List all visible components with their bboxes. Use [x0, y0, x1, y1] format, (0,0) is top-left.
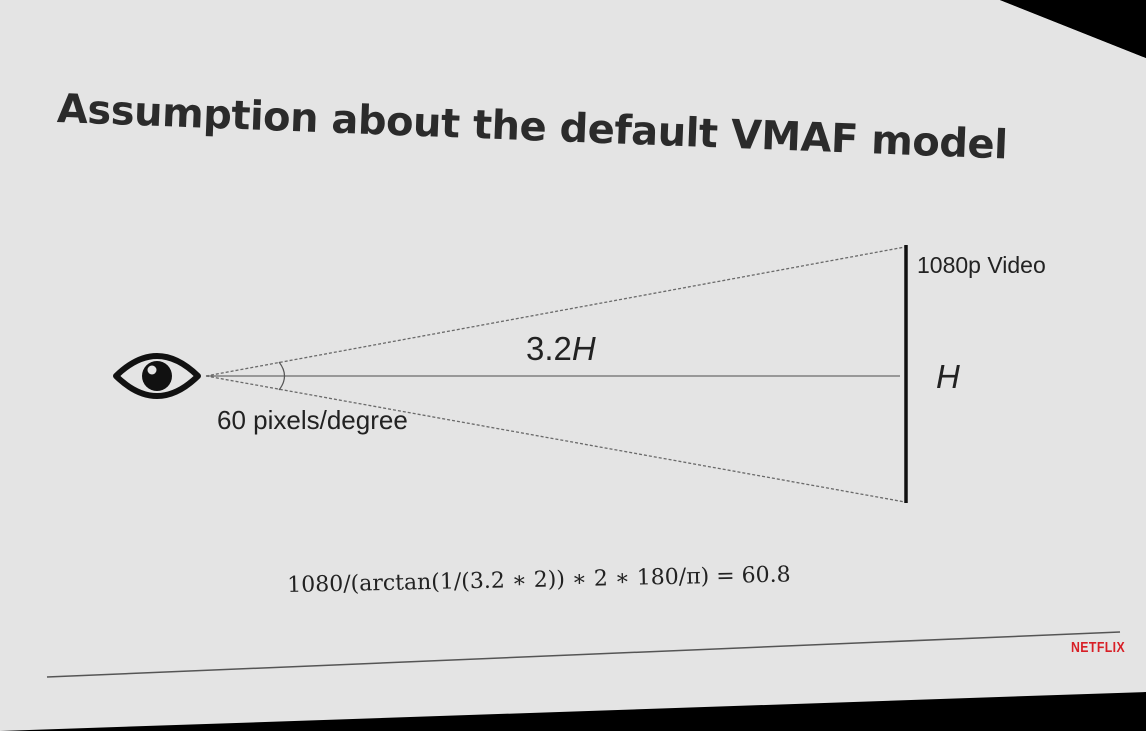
angle-arc: [278, 361, 286, 391]
cone-lower-line: [205, 375, 906, 503]
eye-icon: [113, 353, 201, 399]
video-label: 1080p Video: [917, 252, 1046, 278]
footer-rule: [46, 631, 1121, 678]
netflix-logo: NETFLIX: [1071, 639, 1126, 656]
distance-variable: H: [571, 330, 596, 367]
distance-label: 3.2H: [526, 330, 596, 368]
resolution-label: 60 pixels/degree: [217, 405, 408, 435]
height-label: H: [936, 358, 960, 395]
cone-upper-line: [205, 246, 906, 377]
slide-shadow-edge: [1000, 0, 1146, 58]
distance-value: 3.2H: [526, 330, 596, 367]
